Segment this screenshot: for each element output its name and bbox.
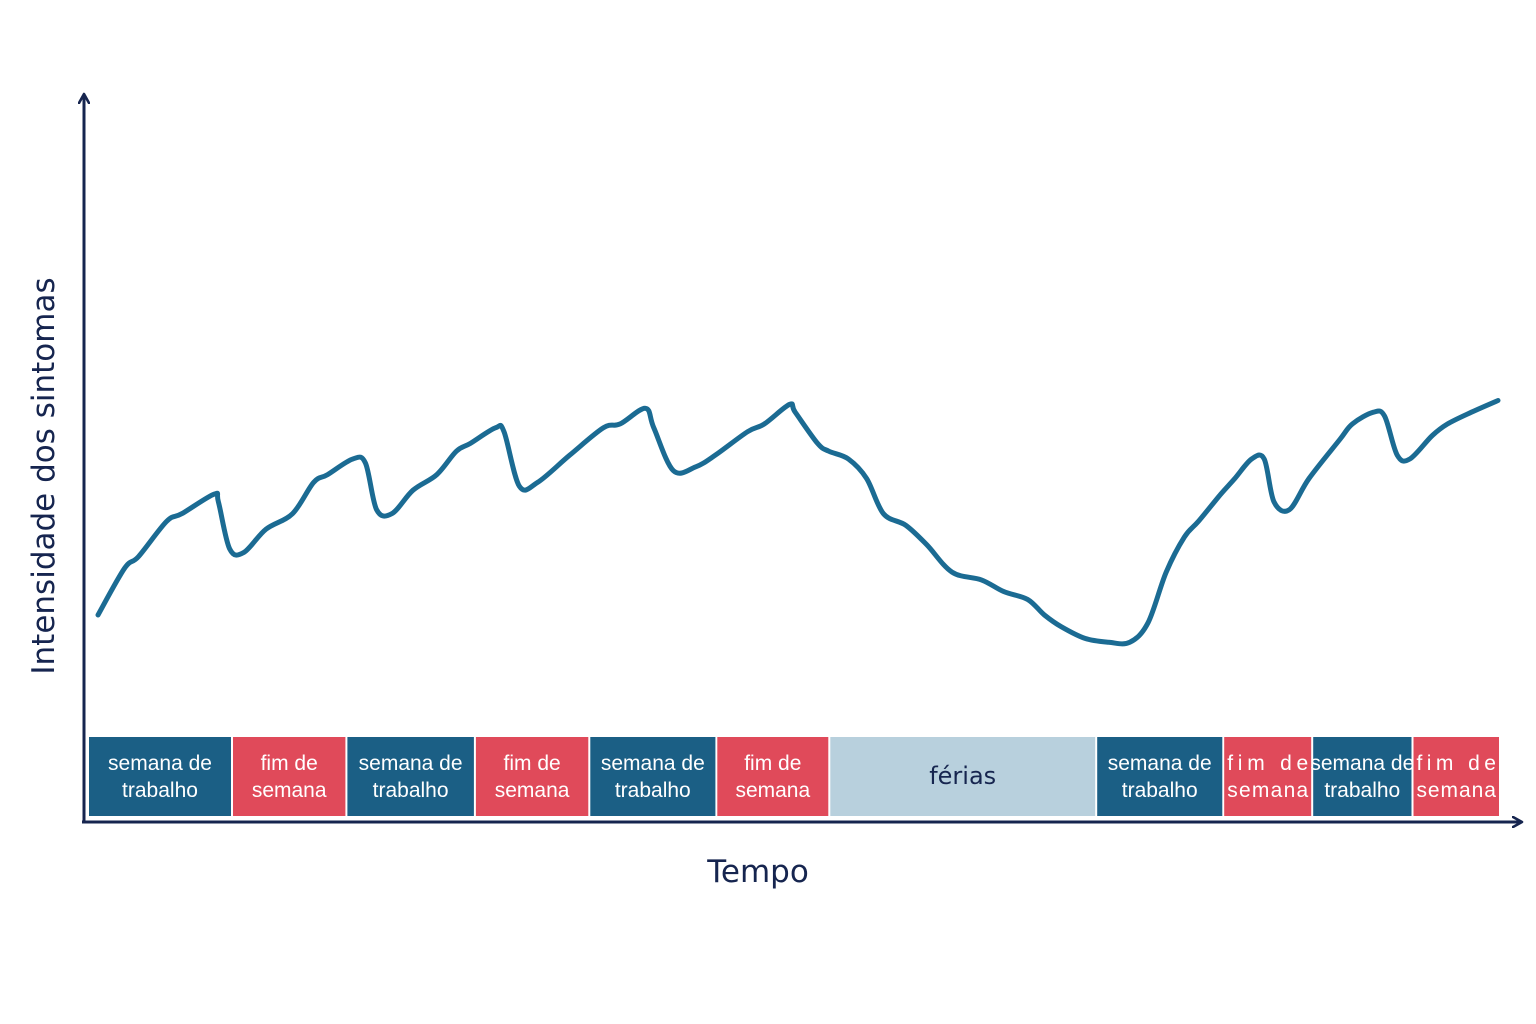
period-band-work [1097, 737, 1223, 816]
period-band-weekend [233, 737, 346, 816]
period-band-work [1313, 737, 1412, 816]
period-band-weekend [717, 737, 829, 816]
period-band-work [347, 737, 474, 816]
period-label: semana [1416, 779, 1496, 802]
period-band-weekend [1413, 737, 1499, 816]
period-label: trabalho [122, 779, 198, 802]
period-label: fim de [744, 752, 801, 775]
period-label: semana [1227, 779, 1308, 802]
period-label: trabalho [1324, 779, 1400, 802]
period-label: semana de [359, 752, 463, 775]
period-band-work [590, 737, 716, 816]
period-band-weekend [1224, 737, 1312, 816]
period-band-work [89, 737, 231, 816]
period-label: fim de [504, 752, 561, 775]
period-label: semana [495, 779, 570, 802]
period-label: trabalho [373, 779, 449, 802]
period-band-weekend [475, 737, 589, 816]
period-label: fim de [261, 752, 318, 775]
period-label: semana de [108, 752, 212, 775]
period-label: semana de [601, 752, 705, 775]
period-band-vacation [830, 737, 1096, 816]
period-label: semana de [1310, 752, 1414, 775]
period-label: trabalho [615, 779, 691, 802]
y-axis-label: Intensidade dos sintomas [26, 277, 62, 674]
x-axis-label: Tempo [706, 854, 809, 890]
symptom-line [95, 398, 1501, 647]
period-label: semana [735, 779, 810, 802]
period-label: férias [929, 762, 996, 790]
period-label: semana de [1108, 752, 1212, 775]
period-label: semana [252, 779, 327, 802]
period-label: trabalho [1122, 779, 1198, 802]
